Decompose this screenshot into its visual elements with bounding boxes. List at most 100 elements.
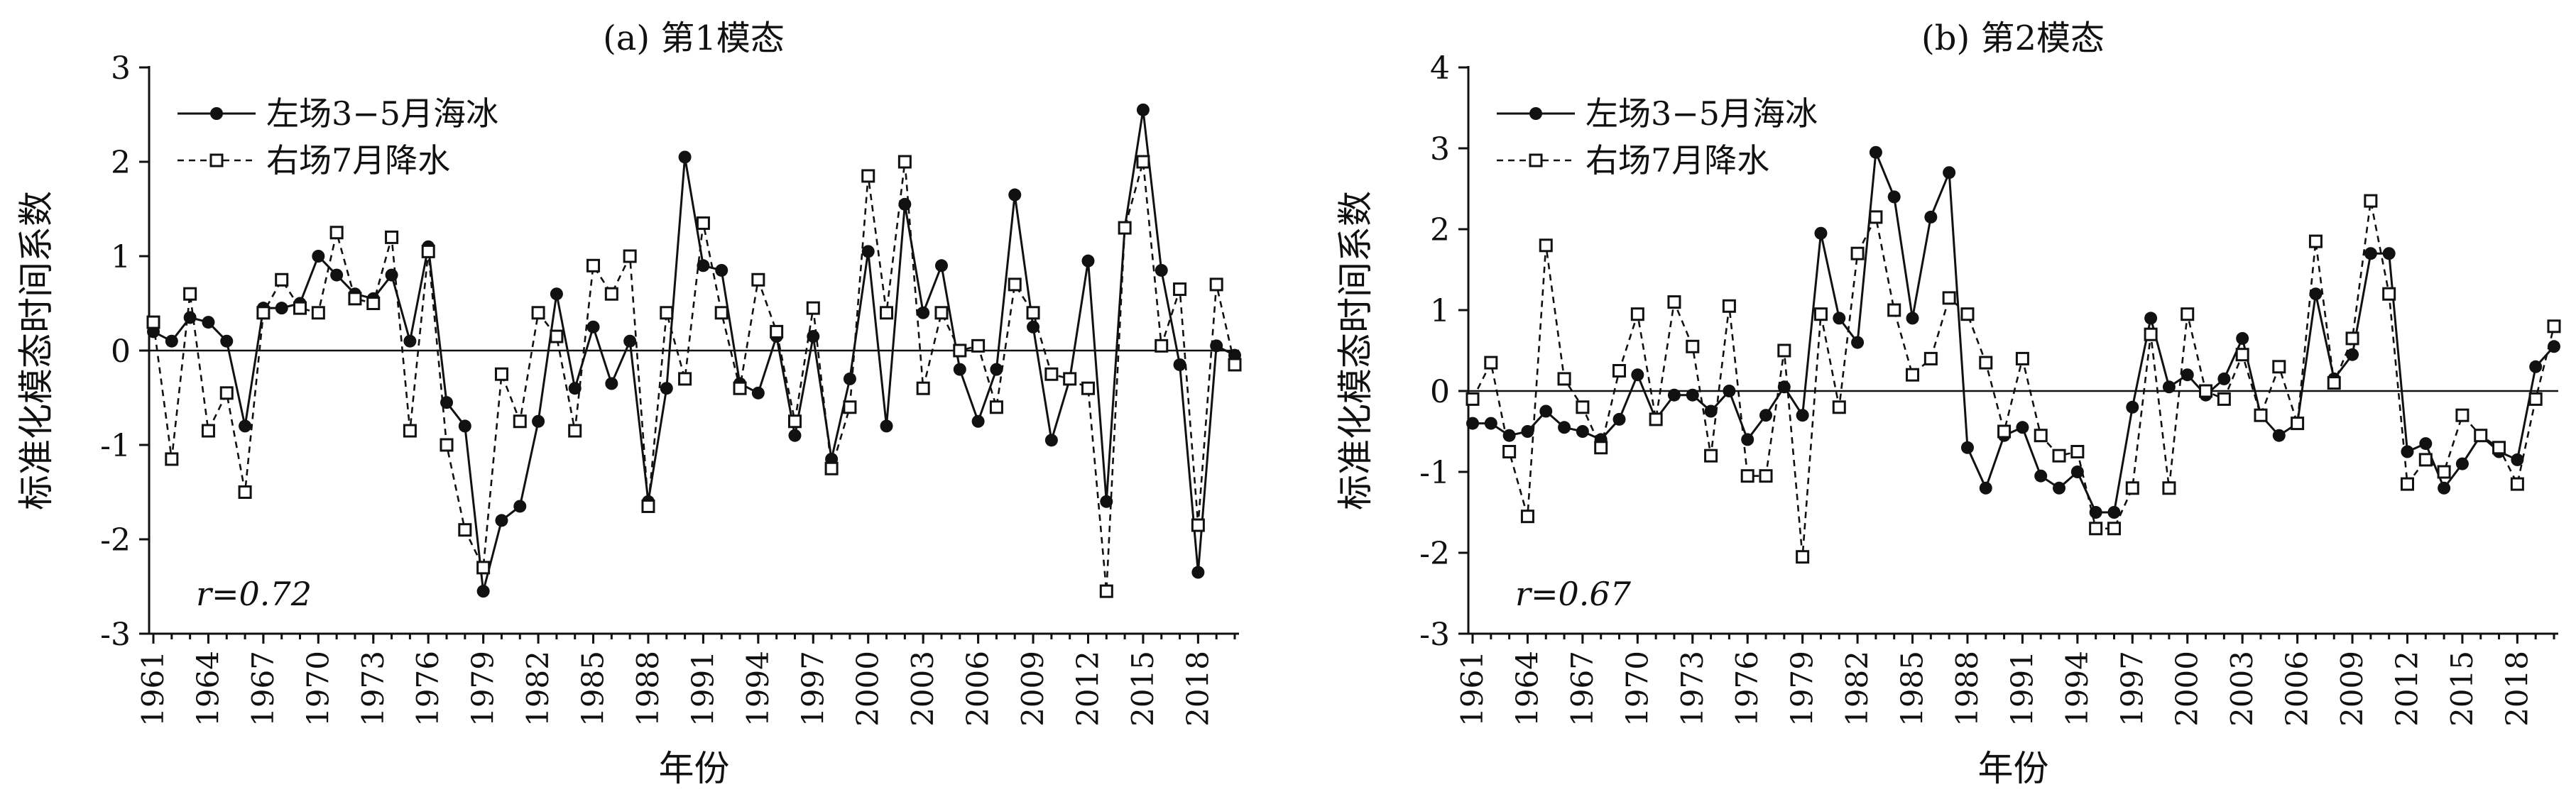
data-point-precip (1594, 441, 1608, 455)
data-point-precip (2382, 287, 2396, 301)
data-point-precip (678, 372, 692, 386)
data-point-precip (586, 258, 601, 272)
data-point-seaice (312, 250, 325, 263)
data-point-seaice (2181, 368, 2194, 382)
x-tick-label: 2000 (2170, 651, 2205, 727)
data-point-precip (2510, 477, 2524, 491)
data-point-precip (2125, 481, 2139, 495)
data-point-precip (1722, 299, 1736, 313)
data-point-precip (2327, 376, 2341, 390)
x-tick-label: 2015 (2445, 651, 2479, 727)
legend-marker (1529, 107, 1542, 120)
x-tick-label: 1970 (300, 651, 335, 727)
data-point-seaice (934, 259, 948, 272)
x-tick-label: 1964 (190, 651, 225, 727)
data-point-precip (2235, 348, 2249, 362)
data-point-precip (1191, 518, 1205, 532)
data-point-seaice (1558, 421, 1571, 434)
x-tick-label: 1982 (1840, 651, 1874, 727)
data-point-precip (219, 386, 234, 400)
data-point-seaice (2438, 481, 2451, 495)
data-point-precip (293, 301, 307, 315)
y-axis-label: 标准化模态时间系数 (16, 191, 57, 510)
data-point-seaice (990, 363, 1003, 376)
data-point-seaice (1502, 429, 1516, 442)
data-point-precip (1063, 372, 1077, 386)
data-point-seaice (1887, 190, 1901, 204)
x-tick-label: 1961 (136, 651, 170, 727)
data-point-precip (531, 306, 545, 320)
data-point-seaice (953, 363, 966, 376)
data-point-seaice (2236, 331, 2249, 345)
data-point-precip (1576, 400, 1590, 414)
data-point-precip (1850, 246, 1865, 260)
legend-marker (209, 153, 224, 167)
data-point-seaice (1173, 358, 1186, 371)
data-point-seaice (1759, 409, 1773, 422)
data-point-precip (861, 169, 875, 183)
x-tick-label: 1970 (1620, 651, 1654, 727)
data-point-seaice (2401, 445, 2414, 458)
x-tick-label: 1979 (1785, 651, 1820, 727)
data-point-precip (660, 306, 674, 320)
data-point-seaice (1833, 312, 1846, 325)
x-axis-label: 年份 (659, 748, 730, 789)
data-point-seaice (403, 334, 417, 348)
data-point-precip (696, 216, 710, 230)
data-point-seaice (1521, 425, 1534, 438)
data-point-precip (2437, 465, 2451, 479)
x-tick-label: 1982 (520, 651, 555, 727)
data-point-precip (440, 438, 454, 452)
x-tick-label: 2009 (1015, 651, 1050, 727)
data-point-seaice (1667, 388, 1681, 402)
data-point-precip (897, 155, 912, 169)
data-point-precip (2144, 327, 2158, 341)
data-point-precip (1759, 469, 1773, 483)
data-point-precip (2272, 360, 2286, 374)
data-point-precip (476, 561, 491, 575)
data-point-seaice (458, 419, 471, 433)
x-tick-label: 2012 (2389, 651, 2424, 727)
data-point-seaice (1924, 210, 1938, 224)
y-tick-label: 2 (111, 145, 131, 181)
data-point-seaice (1136, 103, 1150, 116)
data-point-seaice (1027, 320, 1040, 334)
data-point-precip (256, 306, 271, 320)
data-point-precip (1740, 469, 1754, 483)
y-tick-label: 1 (111, 239, 131, 275)
y-tick-label: -2 (1419, 536, 1450, 572)
legend-marker (1529, 153, 1543, 167)
data-point-seaice (1906, 312, 1919, 325)
x-tick-label: 2018 (1180, 651, 1215, 727)
data-point-precip (366, 297, 381, 310)
data-point-seaice (1539, 404, 1553, 418)
data-point-precip (568, 424, 582, 438)
y-tick-label: 2 (1430, 212, 1450, 248)
x-tick-label: 1994 (741, 651, 775, 727)
x-tick-label: 1991 (685, 651, 720, 727)
y-tick-label: -1 (1419, 455, 1450, 491)
data-point-precip (2217, 392, 2231, 406)
data-point-seaice (2364, 247, 2377, 260)
x-tick-label: 2015 (1125, 651, 1160, 727)
data-point-seaice (880, 419, 893, 433)
series-line-precip (1471, 200, 2555, 557)
data-point-seaice (2126, 400, 2139, 414)
data-point-seaice (1686, 388, 1699, 402)
data-point-seaice (623, 334, 637, 348)
data-point-precip (1960, 307, 1975, 321)
data-point-precip (1686, 339, 1700, 353)
data-point-seaice (202, 316, 215, 329)
data-point-precip (1832, 400, 1846, 414)
data-point-precip (2291, 417, 2305, 431)
x-tick-label: 1991 (2004, 651, 2039, 727)
data-point-seaice (2089, 506, 2102, 519)
data-point-precip (1997, 424, 2012, 439)
data-point-precip (1557, 372, 1571, 386)
data-point-precip (2400, 477, 2414, 491)
data-point-seaice (971, 414, 985, 428)
data-point-seaice (697, 259, 710, 272)
data-point-seaice (2217, 372, 2231, 385)
data-point-precip (2107, 522, 2121, 536)
x-tick-label: 1997 (795, 651, 830, 727)
